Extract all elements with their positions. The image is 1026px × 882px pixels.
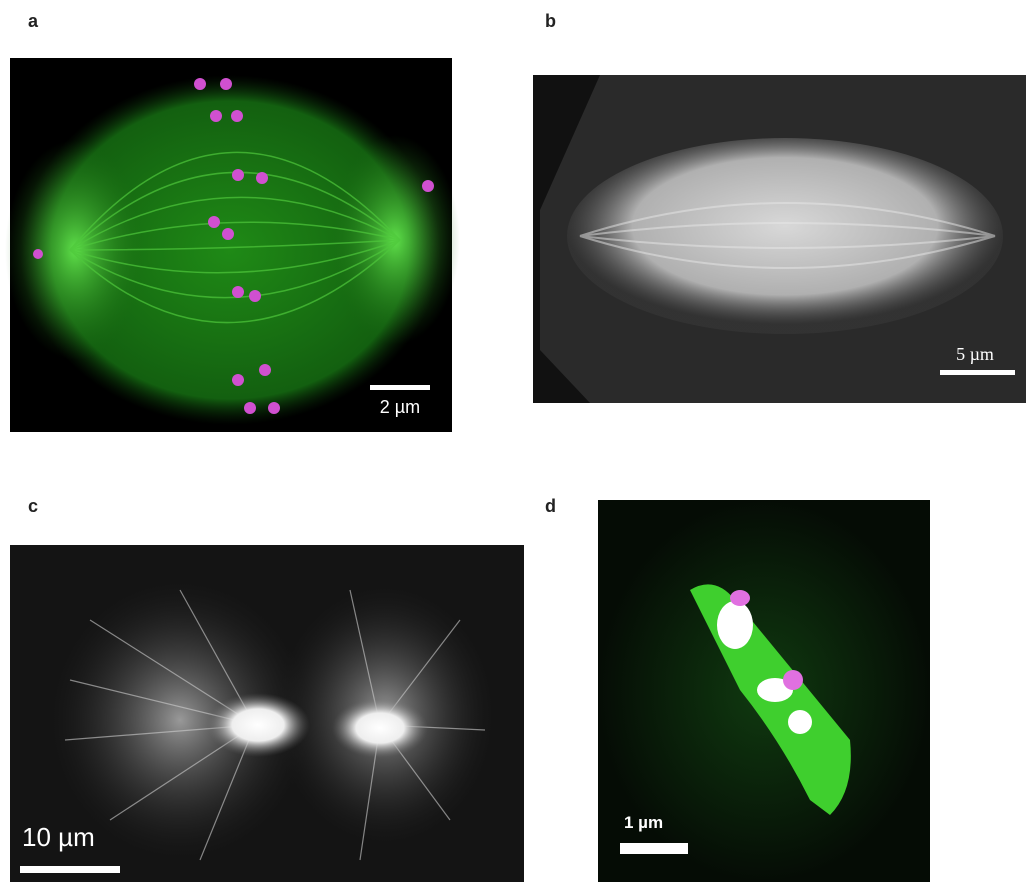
panel-d-image: 1 µm	[598, 500, 930, 882]
panel-label: a	[28, 11, 39, 31]
panel-a-image: 2 µm	[5, 58, 460, 432]
scale-bar-label: 1 µm	[624, 813, 663, 832]
panel-c-image: 10 µm	[10, 545, 524, 882]
scale-bar-label: 10 µm	[22, 822, 95, 852]
page: a 2 µm b 5 µm c	[0, 0, 1026, 882]
panel-label: b	[545, 11, 556, 31]
panel-label: d	[545, 496, 556, 516]
scale-bar-label: 5 µm	[956, 344, 994, 364]
panel-b-image: 5 µm	[533, 75, 1026, 403]
scale-bar-label: 2 µm	[380, 397, 420, 417]
figure: a 2 µm b 5 µm c	[0, 0, 1026, 882]
panel-label: c	[28, 496, 38, 516]
